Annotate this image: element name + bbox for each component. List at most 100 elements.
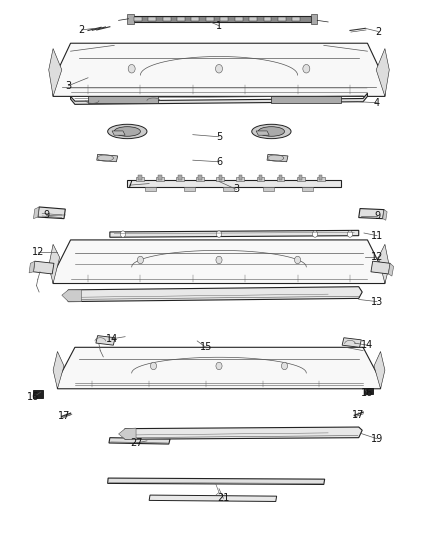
Text: 15: 15 (200, 342, 212, 352)
Polygon shape (235, 17, 243, 21)
Circle shape (347, 231, 353, 237)
Polygon shape (177, 17, 185, 21)
Polygon shape (71, 93, 367, 104)
Polygon shape (97, 155, 118, 162)
Text: 27: 27 (130, 438, 142, 448)
Polygon shape (299, 175, 302, 180)
Text: 2: 2 (375, 27, 381, 37)
Polygon shape (206, 17, 214, 21)
Polygon shape (53, 240, 385, 284)
Polygon shape (198, 175, 202, 180)
Polygon shape (278, 17, 286, 21)
Text: 2: 2 (78, 25, 85, 35)
Text: 11: 11 (371, 231, 383, 241)
Polygon shape (279, 175, 283, 180)
Polygon shape (257, 177, 265, 181)
Polygon shape (156, 177, 164, 181)
Text: 4: 4 (374, 98, 380, 108)
Polygon shape (371, 261, 390, 274)
Text: 17: 17 (58, 411, 70, 422)
Polygon shape (148, 17, 156, 21)
Polygon shape (53, 351, 64, 389)
Polygon shape (223, 187, 234, 191)
Polygon shape (374, 351, 385, 389)
Polygon shape (342, 338, 361, 348)
Circle shape (216, 256, 222, 264)
Polygon shape (110, 230, 359, 237)
Polygon shape (259, 175, 262, 180)
Polygon shape (49, 49, 62, 96)
Polygon shape (138, 175, 142, 180)
Polygon shape (122, 427, 362, 439)
Polygon shape (378, 244, 389, 284)
Circle shape (120, 231, 126, 237)
Text: 14: 14 (106, 334, 118, 344)
Polygon shape (220, 17, 228, 21)
Polygon shape (277, 177, 285, 181)
Polygon shape (65, 287, 362, 302)
Polygon shape (88, 96, 158, 103)
Polygon shape (33, 261, 54, 274)
Circle shape (138, 256, 144, 264)
Polygon shape (134, 17, 142, 21)
Polygon shape (127, 14, 134, 23)
Polygon shape (267, 155, 288, 162)
Polygon shape (158, 175, 162, 180)
Polygon shape (219, 175, 222, 180)
Circle shape (216, 362, 222, 370)
Ellipse shape (258, 127, 285, 136)
Circle shape (128, 64, 135, 73)
Text: 5: 5 (216, 132, 222, 142)
Polygon shape (57, 348, 381, 389)
Polygon shape (292, 17, 300, 21)
Text: 21: 21 (217, 493, 230, 503)
Polygon shape (311, 14, 317, 23)
Polygon shape (196, 177, 204, 181)
Text: 3: 3 (233, 184, 240, 195)
Polygon shape (256, 131, 269, 135)
Polygon shape (130, 15, 311, 22)
Circle shape (282, 362, 288, 370)
Circle shape (303, 64, 310, 73)
Polygon shape (237, 177, 244, 181)
Polygon shape (38, 207, 65, 219)
Circle shape (150, 362, 156, 370)
Polygon shape (184, 187, 195, 191)
Polygon shape (108, 478, 325, 484)
Circle shape (312, 231, 318, 237)
Text: 12: 12 (371, 252, 383, 262)
Polygon shape (239, 175, 242, 180)
Polygon shape (178, 175, 182, 180)
Polygon shape (302, 187, 313, 191)
Polygon shape (272, 96, 341, 103)
Text: 13: 13 (371, 296, 383, 306)
Text: 7: 7 (127, 180, 133, 190)
Polygon shape (263, 187, 274, 191)
Polygon shape (317, 177, 325, 181)
Polygon shape (127, 180, 341, 187)
Polygon shape (297, 177, 304, 181)
Text: 6: 6 (216, 157, 222, 167)
Polygon shape (383, 209, 387, 220)
Polygon shape (33, 390, 42, 398)
Polygon shape (112, 131, 125, 135)
Polygon shape (136, 177, 144, 181)
Polygon shape (389, 263, 394, 276)
Text: 1: 1 (216, 21, 222, 31)
Circle shape (294, 256, 300, 264)
Polygon shape (216, 177, 224, 181)
Polygon shape (109, 438, 170, 444)
Circle shape (216, 231, 222, 237)
Polygon shape (249, 17, 257, 21)
Polygon shape (319, 175, 322, 180)
Polygon shape (176, 177, 184, 181)
Polygon shape (191, 17, 199, 21)
Ellipse shape (108, 124, 147, 139)
Text: 16: 16 (27, 392, 39, 402)
Polygon shape (149, 495, 277, 502)
Polygon shape (359, 208, 384, 219)
Polygon shape (364, 387, 373, 394)
Polygon shape (62, 290, 81, 302)
Polygon shape (119, 428, 136, 440)
Polygon shape (264, 17, 272, 21)
